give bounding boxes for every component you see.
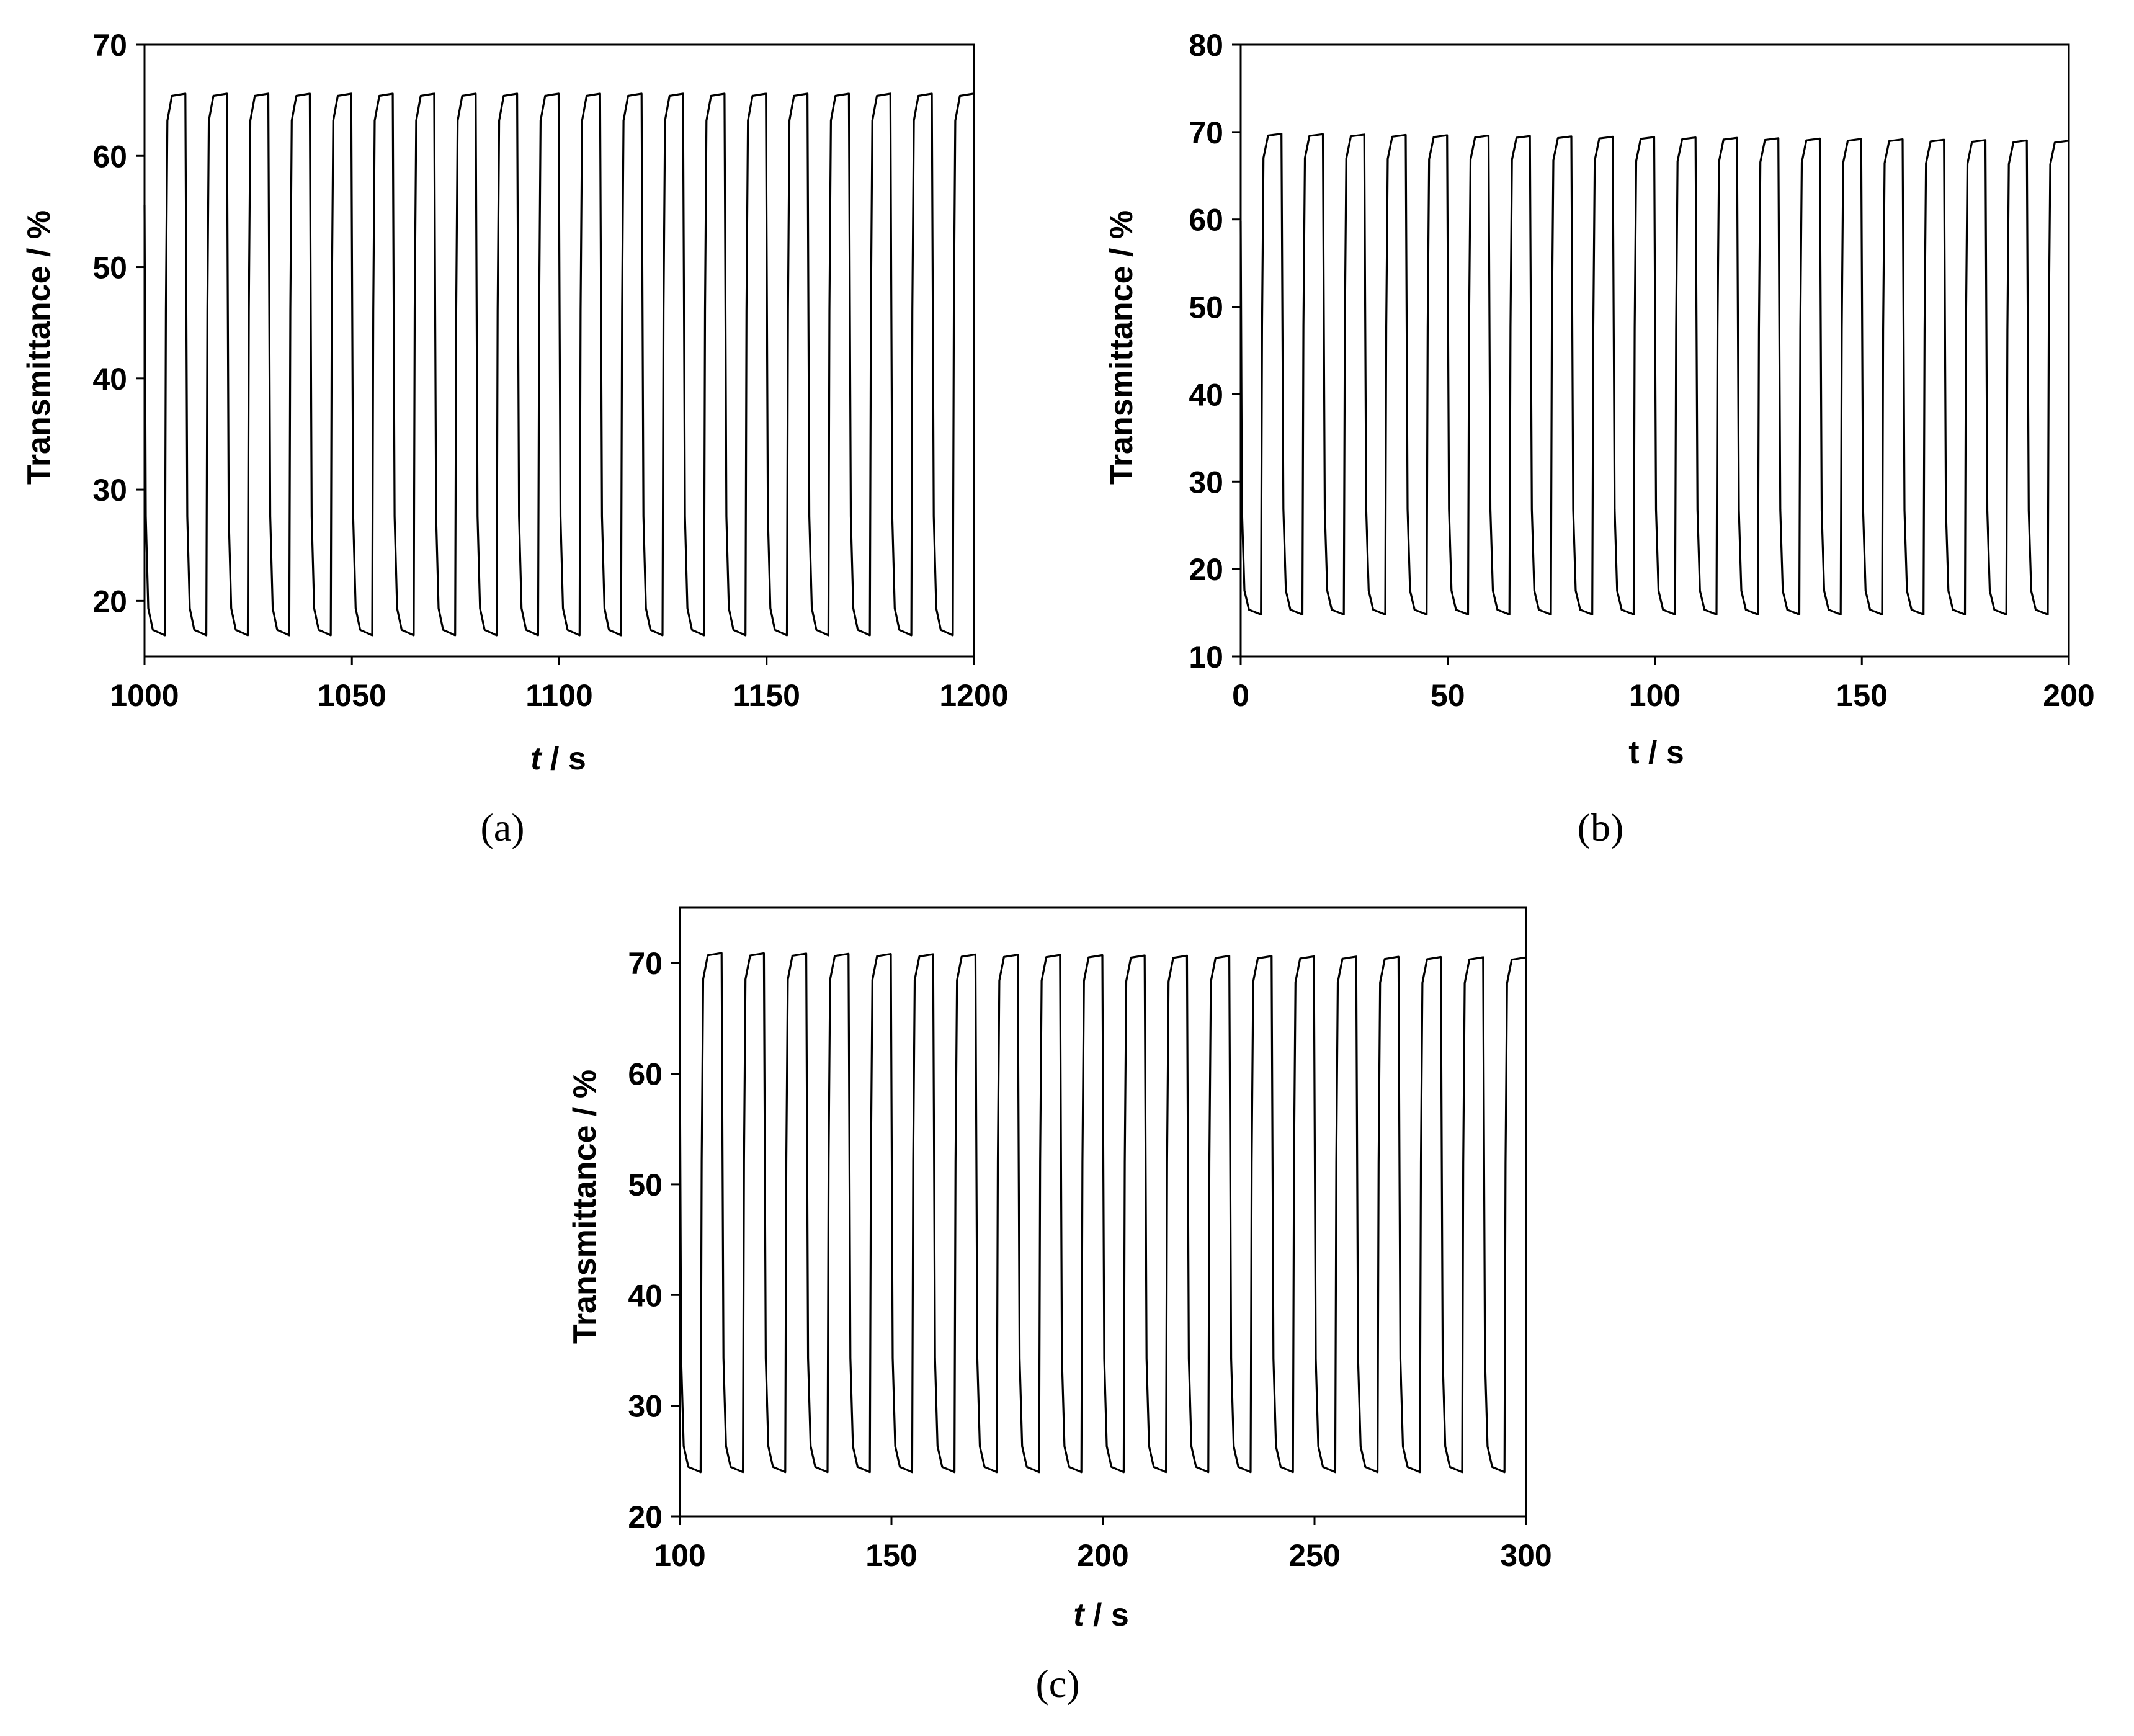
y-tick-label: 30 [92, 473, 127, 508]
y-tick-label: 40 [1189, 377, 1223, 412]
y-tick-label: 10 [1189, 640, 1223, 674]
x-tick-label: 0 [1232, 678, 1249, 713]
y-tick-label: 40 [92, 362, 127, 396]
panel-label: (c) [1035, 1662, 1079, 1706]
panel-label: (b) [1578, 805, 1624, 849]
x-tick-label: 1000 [110, 678, 179, 713]
y-tick-label: 30 [628, 1389, 663, 1424]
y-tick-label: 20 [628, 1500, 663, 1534]
x-tick-label: 250 [1288, 1538, 1340, 1573]
x-tick-label: 1200 [939, 678, 1008, 713]
y-tick-label: 50 [1189, 290, 1223, 325]
y-tick-label: 50 [628, 1168, 663, 1202]
y-tick-label: 70 [628, 946, 663, 981]
y-tick-label: 80 [1189, 28, 1223, 63]
x-tick-label: 150 [865, 1538, 917, 1573]
x-tick-label: 100 [1629, 678, 1681, 713]
transmittance-series-line [679, 952, 1527, 1474]
panel-a: 1000 1050 1100 1150 1200 20 30 40 50 60 70 t / s Tra… [21, 28, 1009, 849]
x-tick-label: 200 [1077, 1538, 1128, 1573]
y-axis-label: Transmittance / % [21, 210, 57, 485]
y-tick-label: 60 [628, 1057, 663, 1092]
transmittance-series-line [143, 92, 975, 637]
y-tick-label: 20 [92, 584, 127, 619]
y-tick-label: 40 [628, 1278, 663, 1313]
x-axis-label: t / s [1628, 735, 1684, 771]
y-tick-label: 60 [1189, 203, 1223, 238]
x-tick-label: 100 [654, 1538, 705, 1573]
y-tick-label: 70 [1189, 115, 1223, 150]
panel-b: 0 50 100 150 200 10 20 30 40 50 60 70 80 t / s Transmi… [1104, 28, 2095, 849]
x-tick-label: 300 [1500, 1538, 1551, 1573]
x-tick-label: 1150 [733, 678, 800, 713]
y-axis-label: Transmittance / % [1104, 210, 1140, 485]
x-tick-label: 1050 [318, 678, 386, 713]
transmittance-series-line [1239, 133, 2069, 615]
y-axis-label: Transmittance / % [567, 1070, 603, 1344]
x-axis-label: t / s [530, 741, 586, 777]
y-tick-label: 70 [92, 28, 127, 63]
panel-label: (a) [480, 805, 524, 849]
y-tick-label: 30 [1189, 465, 1223, 499]
y-tick-label: 60 [92, 139, 127, 174]
y-tick-label: 50 [92, 251, 127, 285]
x-tick-label: 200 [2043, 678, 2094, 713]
x-tick-label: 50 [1431, 678, 1465, 713]
y-tick-label: 20 [1189, 552, 1223, 587]
x-tick-label: 150 [1836, 678, 1888, 713]
x-axis-label: t / s [1073, 1597, 1129, 1633]
x-tick-label: 1100 [525, 678, 592, 713]
panel-c: 100 150 200 250 300 20 30 40 50 60 70 t / s Transmit… [567, 906, 1552, 1706]
